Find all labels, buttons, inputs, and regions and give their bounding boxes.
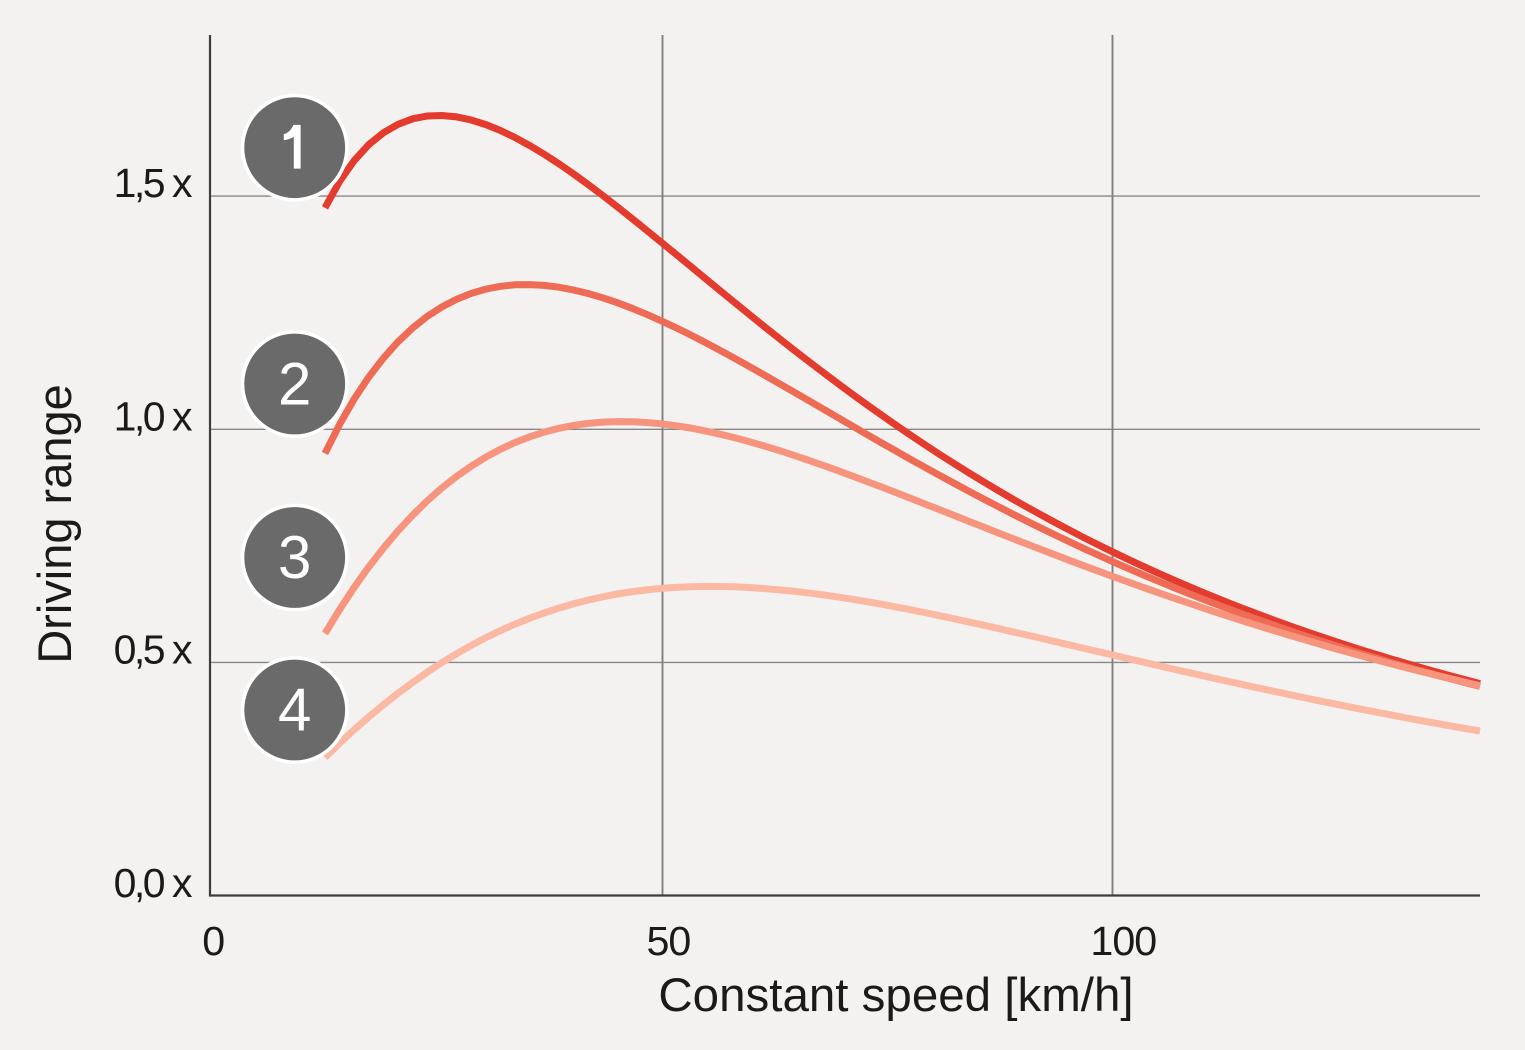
svg-text:0,5 x: 0,5 x (114, 627, 193, 673)
svg-text:0: 0 (202, 918, 224, 964)
svg-text:100: 100 (1090, 918, 1156, 964)
svg-text:50: 50 (646, 918, 690, 964)
svg-text:3: 3 (278, 524, 311, 591)
svg-text:2: 2 (278, 350, 311, 417)
svg-text:4: 4 (278, 676, 311, 743)
svg-text:Driving range: Driving range (28, 384, 81, 664)
svg-text:0,0 x: 0,0 x (114, 860, 193, 906)
svg-text:1,0 x: 1,0 x (114, 393, 193, 439)
svg-text:1,5 x: 1,5 x (114, 160, 193, 206)
svg-text:Constant speed [km/h]: Constant speed [km/h] (658, 969, 1133, 1022)
